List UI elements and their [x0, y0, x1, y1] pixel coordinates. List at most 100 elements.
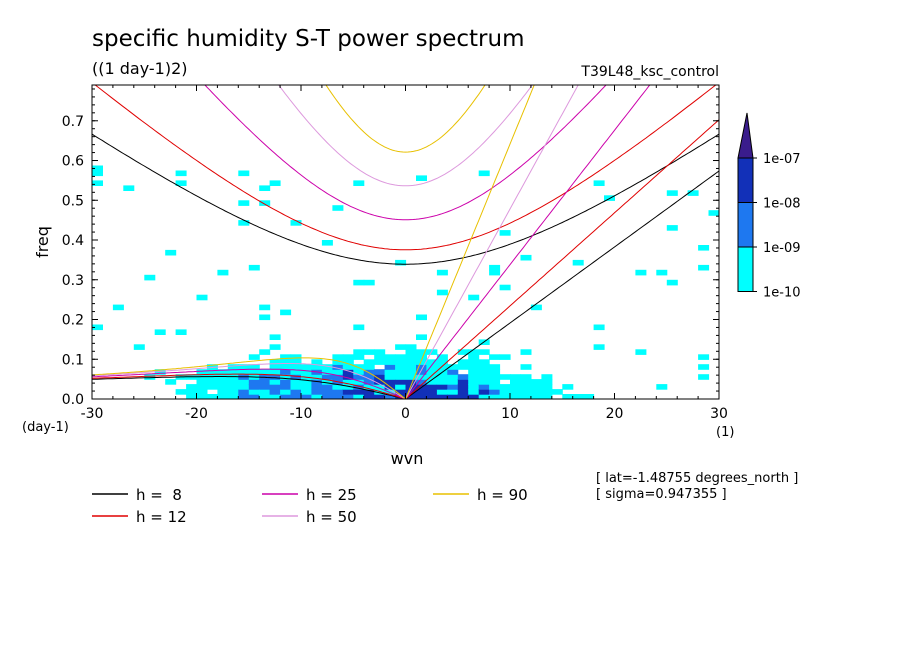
kelvin-curve-h12: [405, 119, 719, 399]
power-cell-lt1e-9: [332, 369, 344, 375]
igw-curve-h12: [94, 85, 717, 251]
power-cell-1e-8: [457, 384, 469, 390]
power-cell-1e-8: [468, 394, 480, 399]
power-cell-lt1e-9: [416, 354, 427, 360]
power-cell-1e-9: [384, 364, 396, 370]
power-cell-speck: [698, 264, 710, 271]
power-cell-speck: [321, 240, 333, 246]
power-cell-speck: [196, 294, 208, 301]
power-cell-1e-9: [363, 369, 375, 375]
power-cell-lt1e-9: [374, 354, 386, 360]
power-cell-speck: [238, 200, 250, 206]
power-cell-speck: [489, 264, 501, 271]
kelvin-curve-h50: [405, 85, 579, 399]
power-cell-speck: [280, 309, 292, 316]
rossby-curve-h90: [92, 357, 406, 399]
power-cell-1e-9: [332, 364, 344, 370]
power-cell-lt1e-9: [217, 369, 229, 375]
power-cell-lt1e-9: [301, 369, 312, 375]
power-cell-lt1e-9: [489, 374, 501, 380]
kelvin-curve-h90: [405, 85, 535, 399]
power-cell-lt1e-9: [217, 379, 229, 385]
power-cell-lt1e-9: [447, 389, 459, 395]
power-cell-1e-8: [363, 394, 375, 399]
x-tick-label: 20: [606, 406, 624, 422]
power-cell-lt1e-9: [290, 354, 302, 360]
power-cell-speck: [416, 175, 427, 181]
power-cell-lt1e-9: [332, 384, 344, 390]
power-cell-1e-8: [353, 389, 365, 395]
power-cell-speck: [92, 324, 103, 331]
power-cell-1e-8: [457, 379, 469, 385]
power-cell-lt1e-9: [436, 359, 448, 365]
power-cell-speck: [92, 180, 103, 186]
power-cell-lt1e-9: [353, 379, 365, 385]
y-tick-label: 0.5: [62, 193, 84, 209]
power-cell-lt1e-9: [520, 394, 532, 399]
power-cell-lt1e-9: [196, 394, 208, 399]
power-cell-speck: [186, 394, 198, 399]
power-cell-lt1e-9: [280, 374, 292, 380]
power-cell-lt1e-9: [227, 389, 239, 395]
power-cell-1e-8: [374, 394, 386, 399]
legend: h = 8 h = 12 h = 25 h = 50 h = 90: [92, 486, 528, 526]
power-cell-1e-9: [259, 379, 271, 385]
power-cell-lt1e-9: [510, 394, 521, 399]
power-cell-lt1e-9: [227, 394, 239, 399]
power-cell-lt1e-9: [541, 379, 553, 385]
power-cell-lt1e-9: [416, 359, 427, 365]
power-cell-lt1e-9: [426, 379, 438, 385]
rossby-curve-h25: [92, 368, 406, 399]
power-cell-1e-9: [290, 389, 302, 395]
power-cell-lt1e-9: [510, 379, 521, 385]
power-cell-lt1e-9: [468, 354, 480, 360]
y-unit-label: (day-1): [22, 420, 69, 435]
power-cell-lt1e-9: [530, 394, 542, 399]
x-tick-label: -20: [185, 406, 208, 422]
power-cell-lt1e-9: [499, 389, 511, 395]
power-cell-lt1e-9: [186, 389, 198, 395]
power-cell-speck: [248, 354, 260, 360]
power-cell-lt1e-9: [342, 354, 354, 360]
annotation-sigma: [ sigma=0.947355 ]: [596, 487, 727, 502]
power-cell-lt1e-9: [332, 359, 344, 365]
power-cell-lt1e-9: [374, 384, 386, 390]
power-cell-speck: [416, 334, 427, 340]
power-cell-speck: [593, 180, 605, 186]
colorbar-segment: [737, 246, 754, 292]
power-cell-lt1e-9: [405, 374, 417, 380]
power-cell-lt1e-9: [332, 354, 344, 360]
power-cell-1e-9: [363, 379, 375, 385]
power-cell-speck: [290, 220, 302, 226]
power-cell-lt1e-9: [499, 354, 511, 360]
power-cell-lt1e-9: [447, 364, 459, 370]
power-cell-lt1e-9: [572, 394, 584, 399]
power-cell-speck: [248, 264, 260, 271]
power-cell-lt1e-9: [468, 359, 480, 365]
power-cell-lt1e-9: [238, 384, 250, 390]
power-cell-speck: [635, 349, 647, 355]
power-cell-lt1e-9: [510, 384, 521, 390]
power-cell-1e-9: [269, 389, 281, 395]
power-cell-speck: [175, 329, 187, 335]
power-cell-lt1e-9: [290, 369, 302, 375]
power-cell-lt1e-9: [374, 359, 386, 365]
power-cell-speck: [154, 329, 166, 335]
power-cell-lt1e-9: [217, 384, 229, 390]
power-cell-lt1e-9: [426, 349, 438, 355]
power-cell-speck: [416, 314, 427, 321]
kelvin-curve-h8: [405, 170, 719, 399]
power-cell-lt1e-9: [416, 349, 427, 355]
power-cell-lt1e-9: [342, 364, 354, 370]
power-cell-lt1e-9: [384, 369, 396, 375]
dispersion-curves: [92, 85, 719, 399]
power-cell-1e-9: [321, 374, 333, 380]
power-cell-lt1e-9: [478, 394, 490, 399]
power-cell-lt1e-9: [405, 369, 417, 375]
power-cell-speck: [133, 344, 145, 350]
power-cell-lt1e-9: [499, 394, 511, 399]
power-cell-1e-8: [405, 379, 417, 385]
power-cell-lt1e-9: [457, 364, 469, 370]
power-cell-1e-9: [457, 374, 469, 380]
power-cell-lt1e-9: [384, 359, 396, 365]
